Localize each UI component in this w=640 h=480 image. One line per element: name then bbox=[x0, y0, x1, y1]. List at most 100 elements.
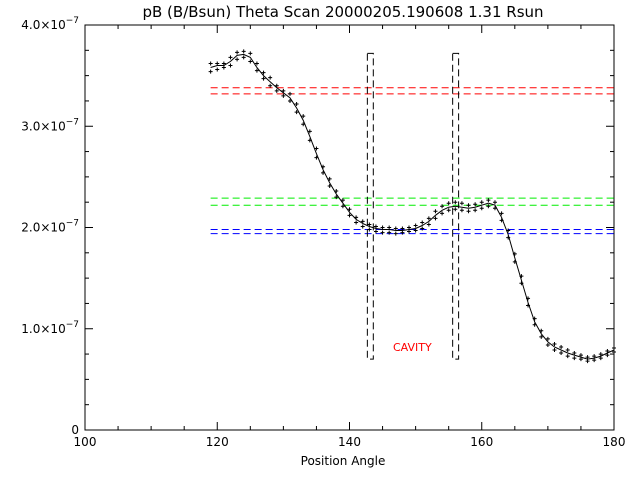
data-point bbox=[274, 88, 279, 93]
data-point bbox=[380, 230, 385, 235]
data-point bbox=[440, 204, 445, 209]
data-point bbox=[393, 226, 398, 231]
data-point bbox=[466, 203, 471, 208]
cavity-label: CAVITY bbox=[393, 341, 432, 354]
data-point bbox=[545, 342, 550, 347]
data-point bbox=[612, 350, 616, 355]
data-point bbox=[228, 55, 233, 60]
data-point bbox=[208, 61, 213, 66]
data-point bbox=[387, 225, 392, 230]
data-point bbox=[360, 219, 365, 224]
data-point bbox=[281, 88, 286, 93]
x-tick-label: 140 bbox=[338, 435, 361, 449]
y-tick-label: 1.0×10−7 bbox=[21, 320, 79, 336]
data-point bbox=[526, 303, 531, 308]
data-point bbox=[426, 216, 431, 221]
data-point bbox=[592, 358, 597, 363]
data-point bbox=[400, 226, 405, 231]
data-point bbox=[545, 336, 550, 341]
data-point bbox=[241, 55, 246, 60]
x-tick-label: 180 bbox=[603, 435, 626, 449]
data-point bbox=[208, 69, 213, 74]
data-point bbox=[420, 226, 425, 231]
data-point bbox=[526, 296, 531, 301]
data-point bbox=[539, 334, 544, 339]
data-point bbox=[268, 83, 273, 88]
data-point bbox=[254, 61, 259, 66]
y-tick-label: 4.0×10−7 bbox=[21, 16, 79, 32]
data-point bbox=[400, 230, 405, 235]
series-points-1 bbox=[208, 49, 616, 360]
data-point bbox=[354, 220, 359, 225]
data-point bbox=[453, 200, 458, 205]
data-point bbox=[373, 224, 378, 229]
data-point bbox=[347, 207, 352, 212]
axis-tick-labels: 100 120 140 160 180 0 1.0×10−7 2.0×10−7 3.0×10−7… bbox=[21, 16, 625, 449]
data-point bbox=[393, 231, 398, 236]
data-point bbox=[413, 223, 418, 228]
data-point bbox=[453, 207, 458, 212]
series-line-0 bbox=[210, 53, 615, 360]
data-point bbox=[334, 189, 339, 194]
data-point bbox=[605, 349, 610, 354]
data-point bbox=[446, 208, 451, 213]
data-point bbox=[519, 274, 524, 279]
data-point bbox=[301, 114, 306, 119]
data-point bbox=[261, 70, 266, 75]
data-point bbox=[426, 222, 431, 227]
data-point bbox=[321, 164, 326, 169]
data-point bbox=[612, 345, 616, 350]
data-point bbox=[446, 201, 451, 206]
data-point bbox=[307, 129, 312, 134]
data-point bbox=[552, 348, 557, 353]
data-point bbox=[459, 208, 464, 213]
data-point bbox=[492, 200, 497, 205]
data-point bbox=[512, 251, 517, 256]
data-point bbox=[281, 93, 286, 98]
data-point bbox=[605, 353, 610, 358]
data-point bbox=[585, 355, 590, 360]
data-point bbox=[499, 211, 504, 216]
data-point bbox=[440, 211, 445, 216]
data-point bbox=[321, 170, 326, 175]
cavity-boundary-box-0 bbox=[366, 52, 374, 360]
data-point bbox=[506, 235, 511, 240]
data-point bbox=[598, 356, 603, 361]
data-point bbox=[492, 206, 497, 211]
data-point bbox=[479, 206, 484, 211]
reference-lines bbox=[210, 87, 614, 235]
data-point bbox=[532, 322, 537, 327]
data-point bbox=[486, 198, 491, 203]
data-point bbox=[340, 198, 345, 203]
data-point bbox=[572, 356, 577, 361]
data-point bbox=[532, 316, 537, 321]
data-point bbox=[287, 98, 292, 103]
data-point bbox=[221, 65, 226, 70]
data-point bbox=[578, 353, 583, 358]
data-point bbox=[459, 201, 464, 206]
y-tick-label: 2.0×10−7 bbox=[21, 219, 79, 235]
data-point bbox=[354, 215, 359, 220]
data-point bbox=[215, 61, 220, 66]
data-point bbox=[433, 216, 438, 221]
data-point bbox=[307, 138, 312, 143]
data-point bbox=[559, 351, 564, 356]
data-point bbox=[578, 357, 583, 362]
data-point bbox=[367, 222, 372, 227]
data-point bbox=[254, 68, 259, 73]
x-tick-label: 100 bbox=[74, 435, 97, 449]
data-point bbox=[433, 209, 438, 214]
y-tick-label: 3.0×10−7 bbox=[21, 117, 79, 133]
data-point bbox=[473, 202, 478, 207]
data-point bbox=[294, 101, 299, 106]
data-point bbox=[334, 195, 339, 200]
data-point bbox=[565, 354, 570, 359]
data-point bbox=[499, 218, 504, 223]
data-point bbox=[235, 50, 240, 55]
data-point bbox=[215, 67, 220, 72]
data-point bbox=[585, 359, 590, 364]
data-point bbox=[235, 57, 240, 62]
x-tick-label: 160 bbox=[470, 435, 493, 449]
data-point bbox=[506, 228, 511, 233]
